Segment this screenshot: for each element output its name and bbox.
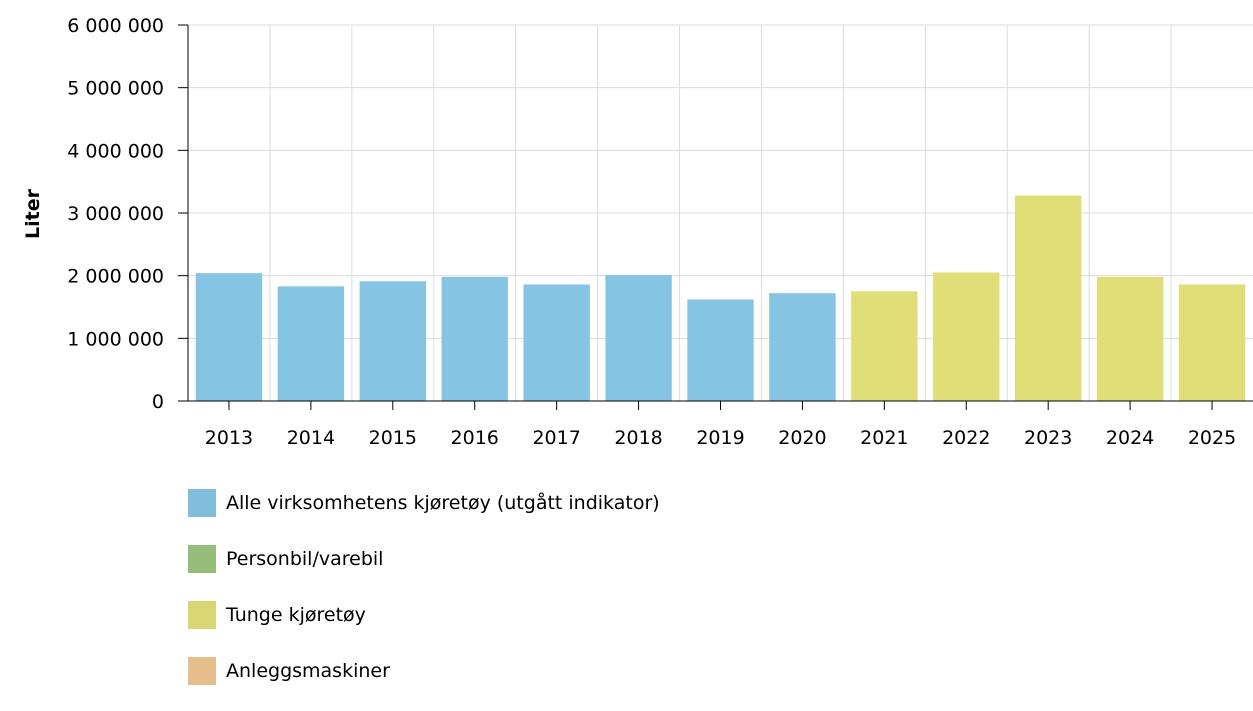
bar[interactable]	[769, 293, 836, 401]
legend-label: Tunge kjøretøy	[226, 603, 366, 626]
bar[interactable]	[851, 291, 918, 401]
x-tick-label: 2025	[1188, 427, 1236, 449]
legend-swatch	[188, 544, 216, 573]
y-axis-title: Liter	[22, 188, 44, 239]
legend-item[interactable]: Anleggsmaskiner	[188, 655, 660, 686]
legend-item[interactable]: Tunge kjøretøy	[188, 599, 660, 630]
legend-label: Personbil/varebil	[226, 547, 384, 570]
legend-item[interactable]: Personbil/varebil	[188, 543, 660, 574]
x-tick-label: 2017	[532, 427, 580, 449]
y-tick-label: 4 000 000	[67, 140, 164, 162]
bars	[195, 195, 1246, 401]
legend-swatch	[188, 488, 216, 517]
legend-label: Anleggsmaskiner	[226, 659, 390, 682]
bar[interactable]	[1096, 276, 1164, 401]
x-tick-label: 2023	[1024, 427, 1072, 449]
x-tick-label: 2021	[860, 427, 908, 449]
x-tick-label: 2015	[369, 427, 417, 449]
x-tick-label: 2013	[205, 427, 253, 449]
bar[interactable]	[605, 275, 672, 401]
legend-item[interactable]: Alle virksomhetens kjøretøy (utgått indi…	[188, 487, 660, 518]
x-tick-label: 2019	[696, 427, 744, 449]
x-tick-label: 2018	[614, 427, 662, 449]
y-tick-label: 5 000 000	[67, 78, 164, 100]
x-tick-label: 2022	[942, 427, 990, 449]
bar[interactable]	[195, 273, 263, 401]
grid-lines	[188, 24, 1253, 401]
axes	[178, 24, 1253, 410]
y-tick-label: 2 000 000	[67, 266, 164, 288]
bar[interactable]	[523, 284, 590, 401]
y-tick-label: 0	[152, 391, 164, 413]
y-tick-label: 6 000 000	[67, 15, 164, 37]
legend: Alle virksomhetens kjøretøy (utgått indi…	[188, 487, 660, 711]
bar[interactable]	[1015, 195, 1082, 401]
bar[interactable]	[277, 286, 345, 401]
y-tick-label: 3 000 000	[67, 203, 164, 225]
x-tick-label: 2024	[1106, 427, 1154, 449]
bar[interactable]	[1178, 284, 1246, 401]
x-tick-label: 2014	[287, 427, 335, 449]
bar[interactable]	[359, 281, 426, 401]
y-tick-label: 1 000 000	[67, 328, 164, 350]
legend-swatch	[188, 600, 216, 629]
legend-swatch	[188, 656, 216, 685]
x-tick-labels: 2013 2014 2015 2016 2017 2018 2019 2020 2021 2022…	[205, 427, 1236, 449]
bar[interactable]	[687, 299, 754, 401]
bar-chart: 0 1 000 000 2 000 000 3 000 000 4 000 000 5 0…	[22, 15, 1253, 449]
y-tick-labels: 0 1 000 000 2 000 000 3 000 000 4 000 000 5 0…	[67, 15, 164, 413]
x-tick-label: 2020	[778, 427, 826, 449]
bar[interactable]	[441, 276, 508, 401]
bar[interactable]	[933, 272, 1000, 401]
legend-label: Alle virksomhetens kjøretøy (utgått indi…	[226, 491, 660, 514]
x-tick-label: 2016	[451, 427, 499, 449]
